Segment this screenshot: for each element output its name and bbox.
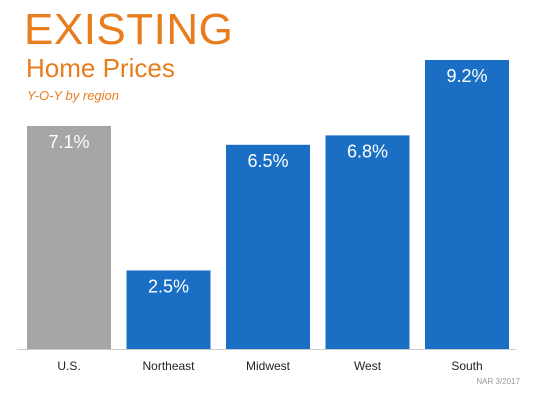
data-label-west: 6.8% xyxy=(347,141,388,161)
bar-midwest xyxy=(226,144,310,349)
tick-label-midwest: Midwest xyxy=(246,359,291,373)
tick-label-u-s: U.S. xyxy=(57,359,80,373)
data-label-northeast: 2.5% xyxy=(148,276,189,296)
chart-subtitle: Home Prices xyxy=(26,53,175,83)
bar-west xyxy=(325,135,410,349)
tick-label-northeast: Northeast xyxy=(142,359,195,373)
source-note: NAR 3/2017 xyxy=(476,377,520,386)
tick-label-south: South xyxy=(451,359,482,373)
bar-south xyxy=(425,60,509,349)
tick-label-west: West xyxy=(354,359,382,373)
bar-northeast xyxy=(126,270,211,349)
data-label-midwest: 6.5% xyxy=(247,151,288,171)
data-label-u-s: 7.1% xyxy=(48,132,89,152)
data-label-south: 9.2% xyxy=(446,66,487,86)
chart-title: EXISTING xyxy=(24,5,234,54)
chart-caption: Y-O-Y by region xyxy=(27,88,120,103)
bar-u-s xyxy=(27,125,111,349)
